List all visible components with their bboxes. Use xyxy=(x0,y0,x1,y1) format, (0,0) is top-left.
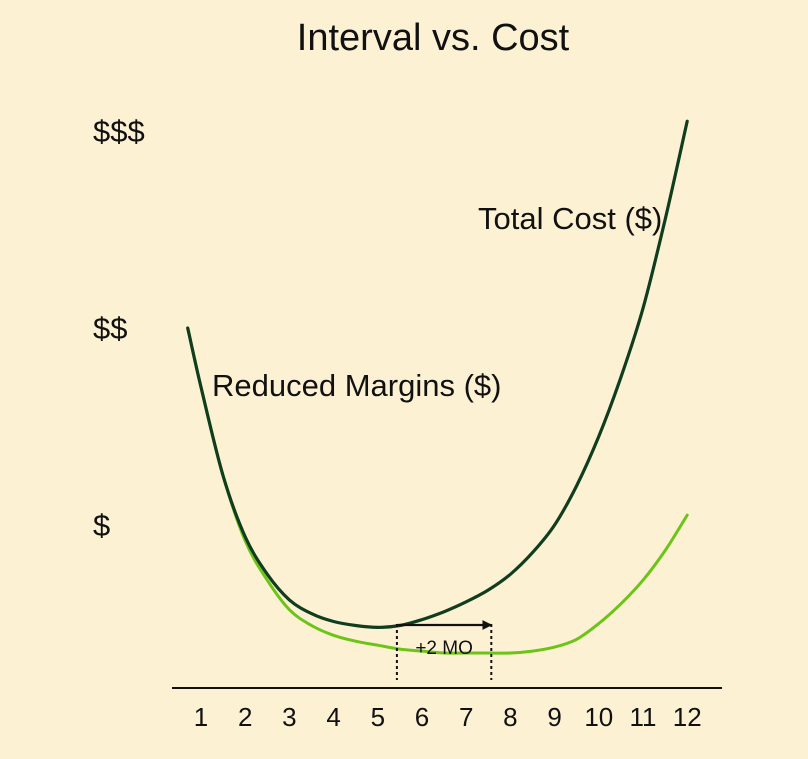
y-tick-label: $$$ xyxy=(93,114,145,149)
annotation-label: +2 MO xyxy=(415,638,473,659)
x-tick-label: 1 xyxy=(194,702,208,732)
x-tick-label: 10 xyxy=(584,702,613,732)
chart-title: Interval vs. Cost xyxy=(297,17,570,59)
x-tick-label: 5 xyxy=(371,702,385,732)
series-label-total-cost: Total Cost ($) xyxy=(478,201,662,236)
plot-area: 1 2 3 4 5 6 7 8 9 10 11 12$$$$$$+2 MO xyxy=(93,114,722,732)
series-line-total-cost xyxy=(186,119,689,629)
x-tick-label: 7 xyxy=(459,702,473,732)
y-tick-label: $ xyxy=(93,508,110,543)
series-label-reduced-margins: Reduced Margins ($) xyxy=(212,368,501,403)
x-tick-label: 9 xyxy=(547,702,561,732)
x-tick-label: 11 xyxy=(630,702,657,732)
x-tick-label: 2 xyxy=(238,702,252,732)
x-tick-label: 3 xyxy=(282,702,296,732)
y-tick-label: $$ xyxy=(93,311,127,346)
x-tick-label: 4 xyxy=(326,702,340,732)
x-tick-label: 8 xyxy=(503,702,517,732)
series-line-reduced-margins xyxy=(186,326,689,655)
x-tick-label: 6 xyxy=(415,702,429,732)
x-tick-label: 12 xyxy=(673,702,702,732)
